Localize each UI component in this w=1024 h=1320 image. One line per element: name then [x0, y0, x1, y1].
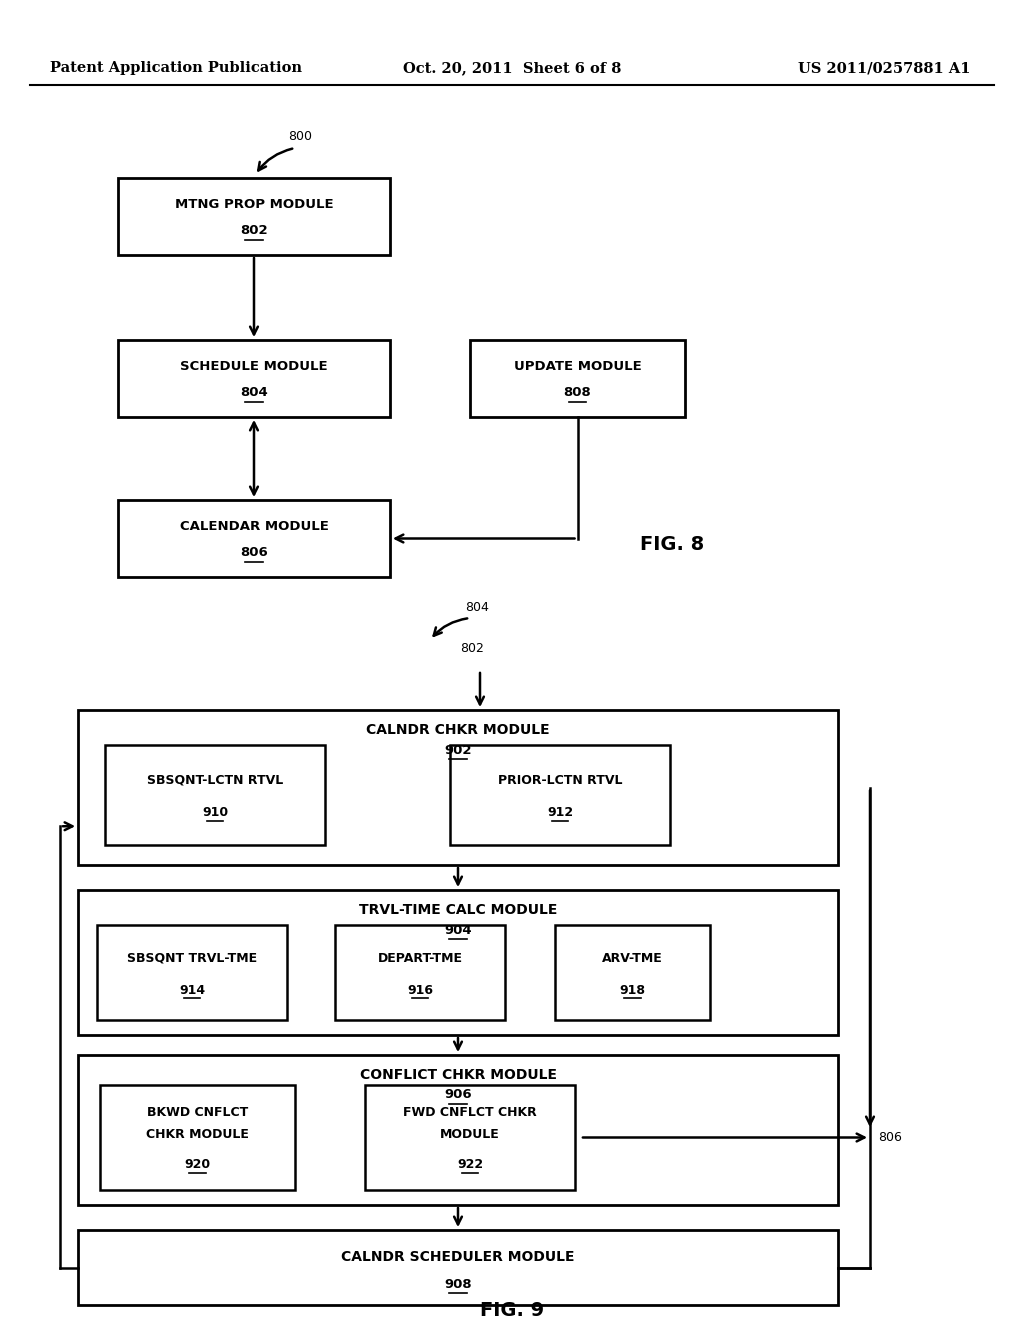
- Text: Oct. 20, 2011  Sheet 6 of 8: Oct. 20, 2011 Sheet 6 of 8: [402, 61, 622, 75]
- Text: 912: 912: [547, 807, 573, 820]
- Bar: [118, 500, 390, 577]
- Bar: [78, 710, 838, 865]
- Text: MTNG PROP MODULE: MTNG PROP MODULE: [175, 198, 334, 211]
- Bar: [555, 925, 710, 1020]
- Text: SBSQNT-LCTN RTVL: SBSQNT-LCTN RTVL: [146, 774, 283, 787]
- Text: CHKR MODULE: CHKR MODULE: [146, 1129, 249, 1142]
- Text: Patent Application Publication: Patent Application Publication: [50, 61, 302, 75]
- Text: 902: 902: [444, 743, 472, 756]
- Bar: [78, 1230, 838, 1305]
- Text: 800: 800: [288, 129, 312, 143]
- Bar: [78, 1055, 838, 1205]
- Text: TRVL-TIME CALC MODULE: TRVL-TIME CALC MODULE: [358, 903, 557, 917]
- Text: 910: 910: [202, 807, 228, 820]
- Text: 904: 904: [444, 924, 472, 936]
- Bar: [365, 1085, 575, 1191]
- Bar: [105, 744, 325, 845]
- Bar: [118, 178, 390, 255]
- Text: CONFLICT CHKR MODULE: CONFLICT CHKR MODULE: [359, 1068, 556, 1082]
- Bar: [335, 925, 505, 1020]
- Text: 806: 806: [240, 546, 268, 560]
- Text: 920: 920: [184, 1159, 211, 1172]
- Bar: [450, 744, 670, 845]
- Text: BKWD CNFLCT: BKWD CNFLCT: [146, 1106, 248, 1119]
- Text: 918: 918: [620, 983, 645, 997]
- Text: 922: 922: [457, 1159, 483, 1172]
- Text: SBSQNT TRVL-TME: SBSQNT TRVL-TME: [127, 952, 257, 965]
- Text: 914: 914: [179, 983, 205, 997]
- Bar: [470, 341, 685, 417]
- Bar: [118, 341, 390, 417]
- Text: SCHEDULE MODULE: SCHEDULE MODULE: [180, 360, 328, 374]
- Text: FIG. 9: FIG. 9: [480, 1302, 544, 1320]
- Bar: [97, 925, 287, 1020]
- Text: 808: 808: [563, 387, 592, 400]
- Text: 802: 802: [241, 224, 268, 238]
- Text: DEPART-TME: DEPART-TME: [378, 952, 463, 965]
- Text: 806: 806: [878, 1131, 902, 1144]
- Text: MODULE: MODULE: [440, 1129, 500, 1142]
- Text: 804: 804: [465, 601, 488, 614]
- Text: US 2011/0257881 A1: US 2011/0257881 A1: [798, 61, 970, 75]
- Text: 802: 802: [460, 642, 484, 655]
- Text: 906: 906: [444, 1089, 472, 1101]
- Text: 916: 916: [407, 983, 433, 997]
- Bar: [78, 890, 838, 1035]
- Text: 908: 908: [444, 1278, 472, 1291]
- Text: PRIOR-LCTN RTVL: PRIOR-LCTN RTVL: [498, 774, 623, 787]
- Text: FWD CNFLCT CHKR: FWD CNFLCT CHKR: [403, 1106, 537, 1119]
- Text: CALNDR CHKR MODULE: CALNDR CHKR MODULE: [367, 723, 550, 737]
- Text: CALNDR SCHEDULER MODULE: CALNDR SCHEDULER MODULE: [341, 1250, 574, 1265]
- Text: UPDATE MODULE: UPDATE MODULE: [514, 360, 641, 374]
- Text: FIG. 8: FIG. 8: [640, 536, 705, 554]
- Text: CALENDAR MODULE: CALENDAR MODULE: [179, 520, 329, 533]
- Text: 804: 804: [240, 387, 268, 400]
- Bar: [100, 1085, 295, 1191]
- Text: ARV-TME: ARV-TME: [602, 952, 663, 965]
